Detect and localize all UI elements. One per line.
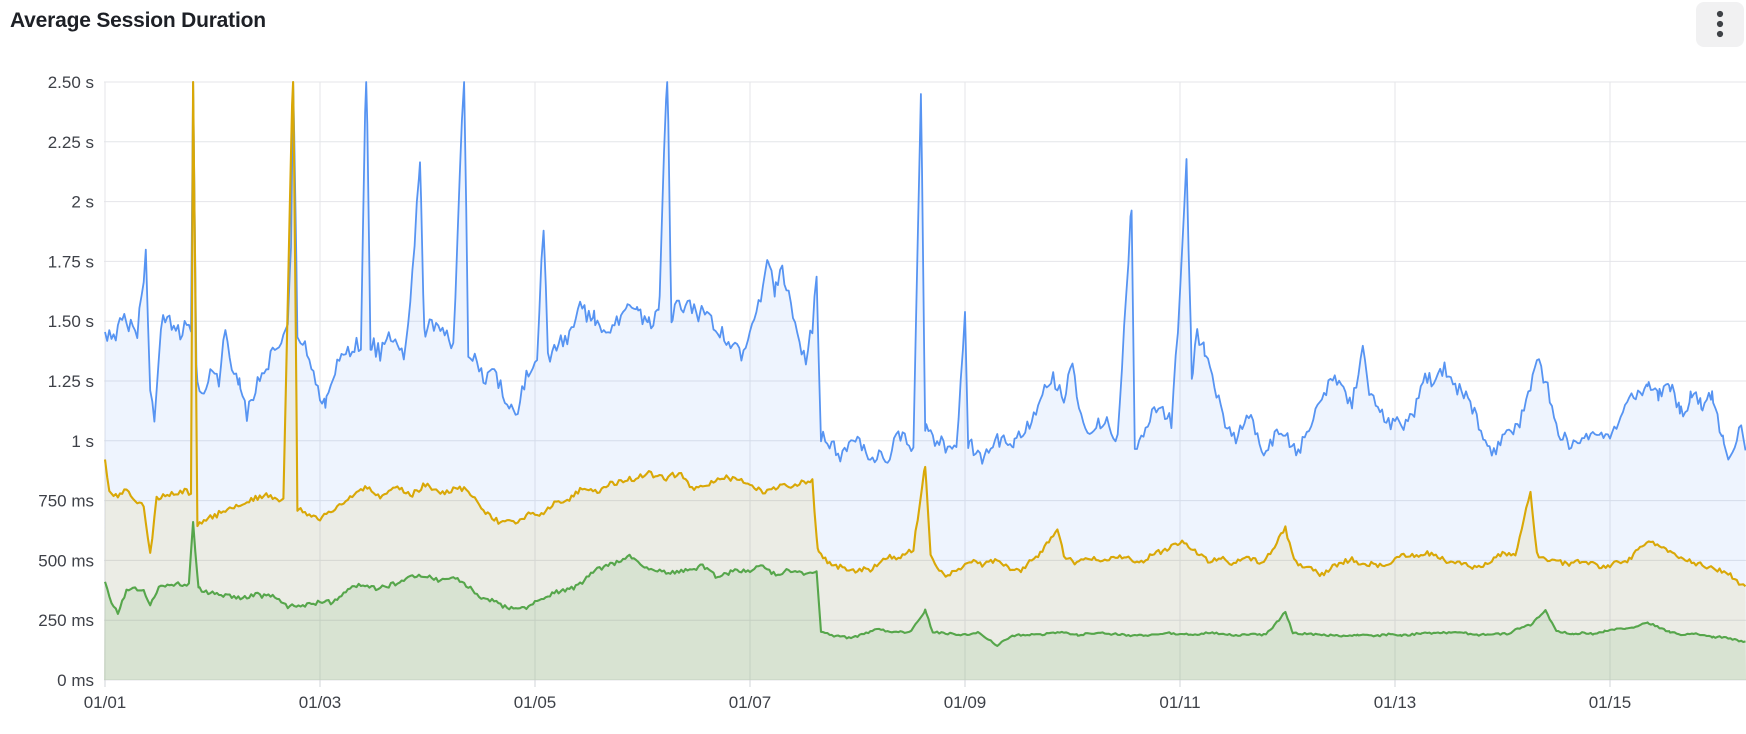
- y-tick-label: 500 ms: [38, 551, 94, 570]
- series-c-green-area: [104, 522, 1746, 680]
- series-a-blue-area: [104, 82, 1746, 680]
- y-tick-label: 1.75 s: [48, 252, 94, 271]
- y-tick-label: 2.25 s: [48, 133, 94, 152]
- series-c-green-line: [104, 520, 1746, 647]
- x-tick-label: 01/13: [1374, 693, 1417, 712]
- x-tick-label: 01/11: [1159, 693, 1200, 712]
- y-tick-label: 1.50 s: [48, 312, 94, 331]
- y-tick-label: 250 ms: [38, 611, 94, 630]
- x-tick-label: 01/05: [514, 693, 557, 712]
- panel-menu-button[interactable]: [1696, 2, 1744, 47]
- series-b-yellow-area: [104, 82, 1746, 680]
- series-a-blue-line: [104, 81, 1746, 465]
- kebab-vertical-icon: [1716, 10, 1724, 37]
- x-tick-label: 01/15: [1589, 693, 1632, 712]
- x-tick-label: 01/07: [729, 693, 772, 712]
- y-tick-label: 2.50 s: [48, 73, 94, 92]
- y-tick-label: 750 ms: [38, 492, 94, 511]
- x-tick-label: 01/01: [84, 693, 127, 712]
- x-tick-label: 01/03: [299, 693, 342, 712]
- series-b-yellow-line: [103, 80, 1746, 588]
- y-tick-label: 1 s: [71, 432, 94, 451]
- y-tick-label: 2 s: [71, 193, 94, 212]
- x-tick-label: 01/09: [944, 693, 987, 712]
- y-tick-label: 0 ms: [57, 671, 94, 690]
- y-tick-label: 1.25 s: [48, 372, 94, 391]
